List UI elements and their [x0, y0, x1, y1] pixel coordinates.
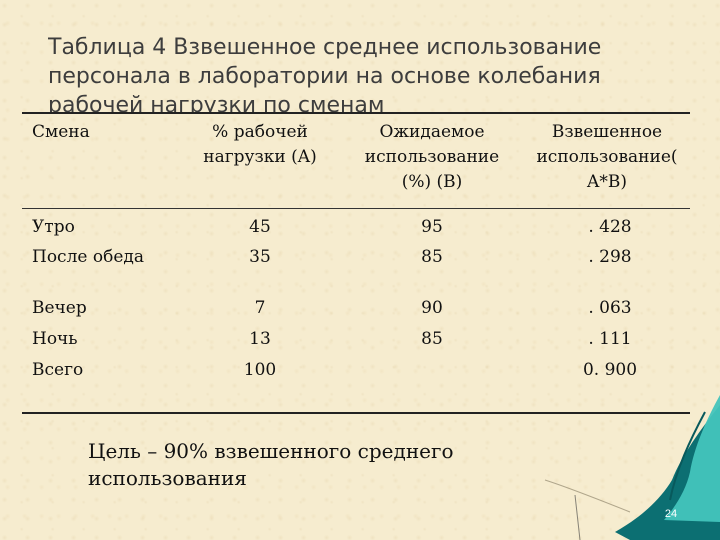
- cell-shift: Утро: [32, 217, 75, 237]
- cell-load: 45: [249, 217, 271, 237]
- goal-text: Цель – 90% взвешенного среднего использо…: [88, 439, 454, 490]
- cell-expected: 95: [421, 217, 443, 237]
- column-header-expected: Ожидаемое использование (%) (B): [364, 122, 500, 192]
- cell-expected: 90: [421, 298, 443, 318]
- table-top-rule: [22, 112, 690, 114]
- table-header-rule: [22, 208, 690, 209]
- column-header-weighted: Взвешенное использование( A*B): [536, 122, 678, 192]
- column-header-load: % рабочей нагрузки (A): [203, 122, 317, 167]
- cell-weighted: 0. 900: [582, 360, 638, 380]
- cell-shift: После обеда: [32, 247, 144, 267]
- cell-load: 7: [254, 298, 266, 318]
- cell-weighted: . 428: [588, 217, 632, 237]
- cell-expected: 85: [421, 247, 443, 267]
- cell-load: 13: [249, 329, 271, 349]
- cell-shift: Всего: [32, 360, 84, 380]
- cell-load: 100: [243, 360, 277, 380]
- cell-shift: Вечер: [32, 298, 87, 318]
- cell-weighted: . 111: [588, 329, 632, 349]
- cell-expected: 85: [421, 329, 443, 349]
- cell-load: 35: [249, 247, 271, 267]
- slide-title: Таблица 4 Взвешенное среднее использован…: [48, 35, 602, 113]
- table-bottom-rule: [22, 412, 690, 414]
- cell-weighted: . 063: [588, 298, 632, 318]
- page-number: 24: [664, 508, 678, 520]
- cell-shift: Ночь: [32, 329, 78, 349]
- column-header-shift: Смена: [32, 122, 90, 142]
- cell-weighted: . 298: [588, 247, 632, 267]
